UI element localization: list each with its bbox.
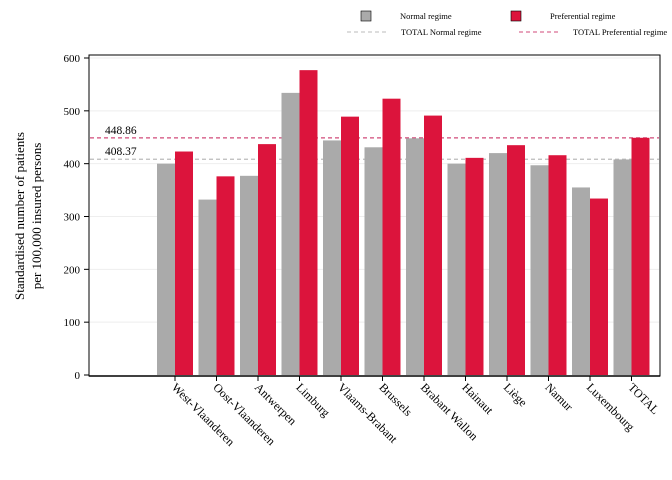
legend-label-1: Preferential regime bbox=[550, 11, 616, 21]
legend-label-2: TOTAL Normal regime bbox=[401, 27, 482, 37]
x-tick-label-11: TOTAL bbox=[625, 380, 662, 417]
bar-preferential-8 bbox=[507, 145, 525, 375]
bar-preferential-9 bbox=[548, 155, 567, 375]
bar-preferential-1 bbox=[216, 176, 235, 375]
legend: Normal regime Preferential regime TOTAL No… bbox=[347, 10, 667, 37]
bar-preferential-3 bbox=[299, 70, 318, 375]
bar-normal-8 bbox=[489, 153, 507, 375]
bar-preferential-6 bbox=[424, 115, 442, 376]
bar-normal-4 bbox=[323, 140, 341, 375]
y-tick-label: 400 bbox=[64, 159, 81, 171]
x-tick-label-7: Hainaut bbox=[459, 380, 496, 417]
bar-preferential-10 bbox=[590, 198, 608, 375]
y-tick-label: 600 bbox=[64, 53, 81, 65]
bar-normal-10 bbox=[572, 187, 590, 375]
bar-preferential-5 bbox=[382, 98, 401, 375]
legend-swatch-1 bbox=[510, 10, 522, 22]
bar-preferential-2 bbox=[258, 144, 276, 375]
legend-swatch-0 bbox=[360, 10, 372, 22]
y-tick-label: 100 bbox=[64, 317, 81, 329]
x-tick-label-3: Limburg bbox=[293, 380, 332, 419]
bar-preferential-4 bbox=[341, 116, 359, 376]
bar-normal-6 bbox=[406, 138, 424, 375]
bar-normal-2 bbox=[240, 175, 258, 375]
y-tick-label: 300 bbox=[64, 212, 81, 224]
bar-normal-0 bbox=[157, 163, 175, 375]
y-axis-label-line: Standardised number of patients bbox=[12, 132, 27, 300]
bars bbox=[157, 70, 650, 376]
y-axis-label-line: per 100,000 insured persons bbox=[29, 143, 44, 290]
legend-label-0: Normal regime bbox=[400, 11, 452, 21]
legend-label-3: TOTAL Preferential regime bbox=[573, 27, 667, 37]
bar-normal-5 bbox=[364, 147, 383, 375]
bar-preferential-11 bbox=[631, 137, 650, 375]
bar-normal-1 bbox=[198, 199, 217, 375]
y-tick-label: 500 bbox=[64, 106, 81, 118]
x-tick-label-5: Brussels bbox=[376, 380, 415, 419]
bar-normal-11 bbox=[613, 159, 632, 375]
y-tick-label: 200 bbox=[64, 264, 81, 276]
bar-preferential-7 bbox=[465, 157, 484, 375]
bar-normal-7 bbox=[447, 163, 466, 375]
bar-preferential-0 bbox=[175, 151, 193, 375]
x-tick-label-9: Namur bbox=[542, 380, 575, 413]
reference-label-0: 408.37 bbox=[105, 146, 137, 158]
y-tick-label: 0 bbox=[75, 370, 81, 382]
y-axis-label: Standardised number of patients per 100,0… bbox=[12, 132, 44, 300]
reference-label-1: 448.86 bbox=[105, 125, 137, 137]
bar-normal-9 bbox=[530, 165, 549, 375]
x-tick-label-8: Liège bbox=[501, 380, 530, 409]
bar-normal-3 bbox=[281, 92, 300, 376]
